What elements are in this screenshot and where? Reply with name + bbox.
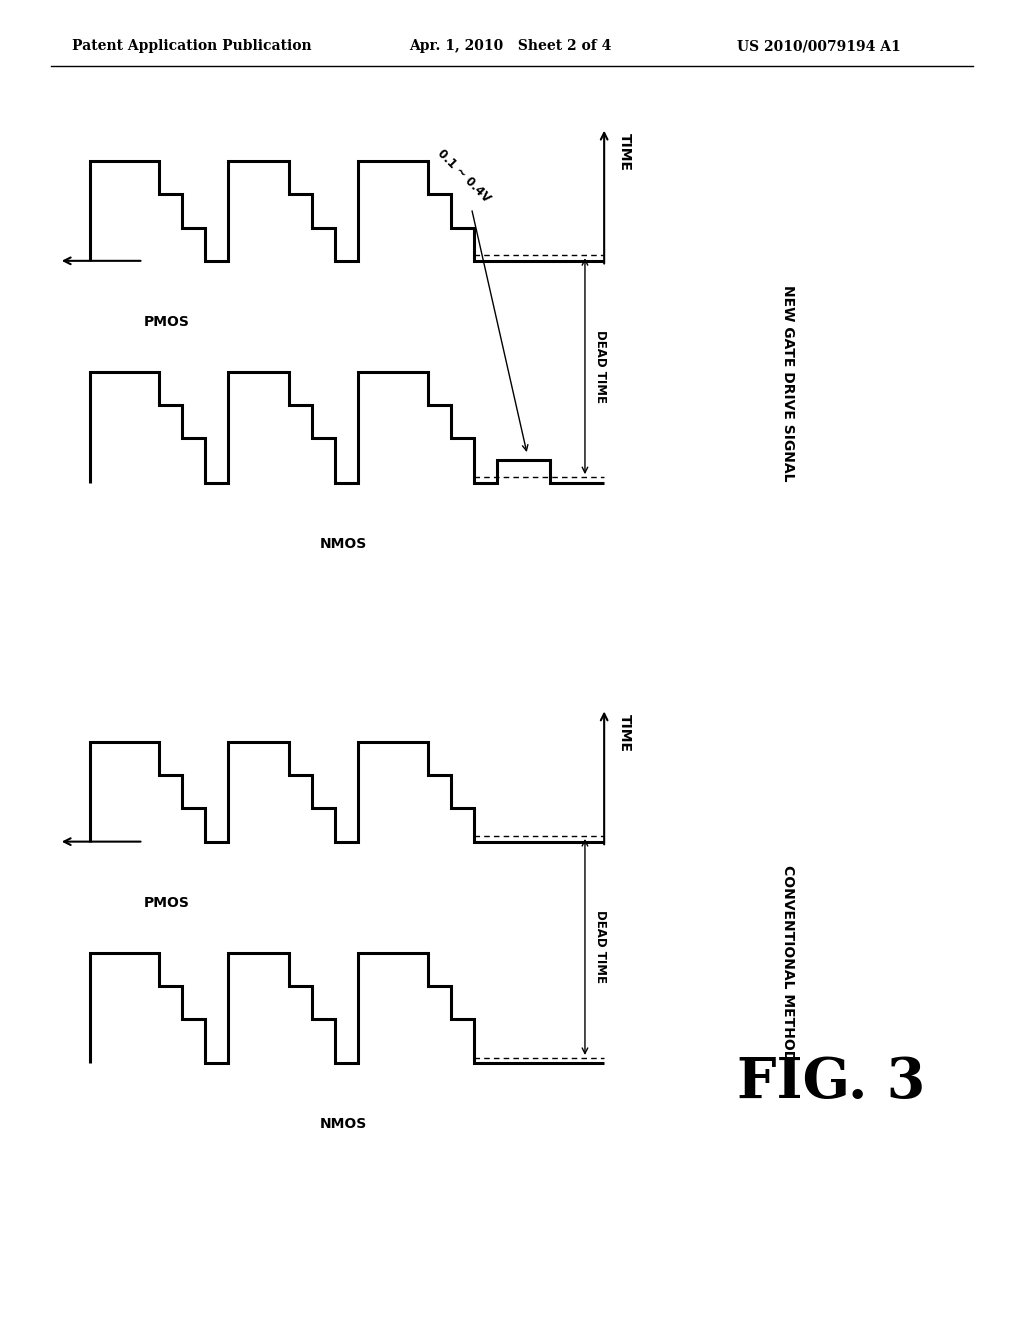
Text: Patent Application Publication: Patent Application Publication [72, 40, 311, 53]
Text: NMOS: NMOS [319, 536, 367, 550]
Text: Apr. 1, 2010   Sheet 2 of 4: Apr. 1, 2010 Sheet 2 of 4 [410, 40, 612, 53]
Text: US 2010/0079194 A1: US 2010/0079194 A1 [737, 40, 901, 53]
Text: FIG. 3: FIG. 3 [737, 1055, 926, 1110]
Text: NMOS: NMOS [319, 1117, 367, 1131]
Text: TIME: TIME [618, 714, 632, 752]
Text: PMOS: PMOS [143, 314, 189, 329]
Text: CONVENTIONAL METHOD: CONVENTIONAL METHOD [781, 866, 796, 1061]
Text: NEW GATE DRIVE SIGNAL: NEW GATE DRIVE SIGNAL [781, 285, 796, 480]
Text: DEAD TIME: DEAD TIME [594, 330, 607, 403]
Text: 0.1 ~ 0.4V: 0.1 ~ 0.4V [435, 148, 528, 450]
Text: TIME: TIME [618, 133, 632, 172]
Text: DEAD TIME: DEAD TIME [594, 911, 607, 983]
Text: PMOS: PMOS [143, 895, 189, 909]
